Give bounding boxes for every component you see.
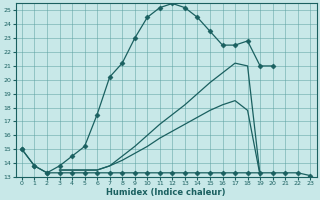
X-axis label: Humidex (Indice chaleur): Humidex (Indice chaleur) (106, 188, 226, 197)
